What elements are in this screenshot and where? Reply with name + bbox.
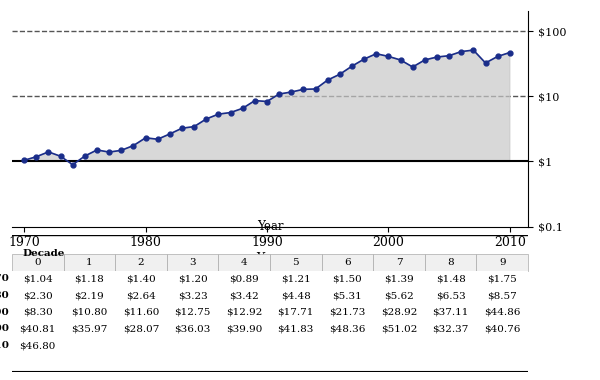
Text: Decade: Decade [22,249,65,258]
X-axis label: Year: Year [256,252,284,265]
Text: Year: Year [257,220,283,233]
